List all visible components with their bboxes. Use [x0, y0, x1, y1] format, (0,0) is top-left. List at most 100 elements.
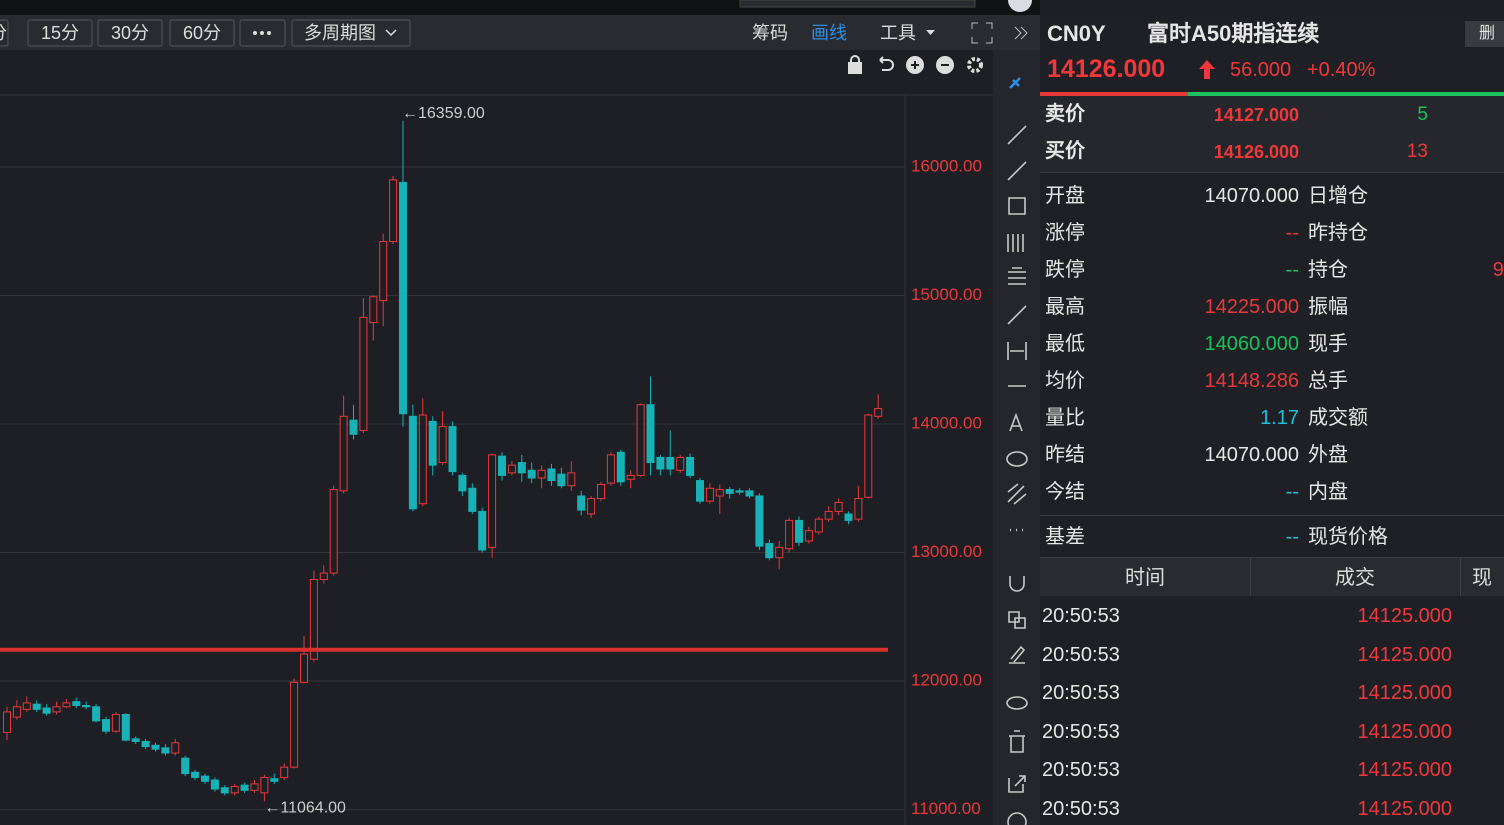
- candle-body: [102, 719, 110, 732]
- measure-tool[interactable]: [1007, 342, 1027, 360]
- trade-price: 14125.000: [1357, 759, 1452, 782]
- separator: [1040, 172, 1504, 173]
- candle-body: [468, 487, 477, 512]
- period-label: 30分: [111, 23, 149, 43]
- search-box[interactable]: [739, 0, 976, 8]
- col-sep: [1460, 558, 1461, 596]
- stat-value: --: [1285, 222, 1299, 244]
- chart-controls: [848, 55, 983, 74]
- layer-tool[interactable]: [1008, 611, 1026, 629]
- fullscreen-icon[interactable]: [971, 22, 993, 44]
- rect-tool[interactable]: [1008, 197, 1026, 215]
- ellipse-tool[interactable]: [1006, 451, 1028, 467]
- pattern-tool[interactable]: [1007, 483, 1027, 505]
- candle-body: [121, 713, 130, 741]
- candle-body: [874, 408, 883, 417]
- candle-body: [3, 711, 11, 733]
- candle-body: [814, 518, 823, 533]
- line-tool[interactable]: [1007, 125, 1027, 145]
- stat-value: 14148.286: [1204, 370, 1299, 392]
- candle-body: [785, 519, 794, 550]
- draw-toolbar: [993, 50, 1040, 825]
- candle-body: [201, 775, 209, 782]
- delete-button[interactable]: 删: [1465, 21, 1504, 47]
- basis-label: 基差: [1045, 526, 1085, 548]
- ray-tool[interactable]: [1007, 305, 1027, 325]
- undo-icon[interactable]: [879, 56, 894, 71]
- candle-body: [309, 579, 318, 660]
- ask-label: 卖价: [1045, 103, 1085, 125]
- candle-body: [319, 572, 328, 581]
- stat-label2: 昨持仓: [1308, 222, 1368, 244]
- candle-body: [369, 296, 378, 323]
- candle-body: [834, 501, 843, 512]
- candle-body: [210, 779, 219, 790]
- y-tick-label: 15000.00: [911, 285, 982, 304]
- period-label: 15分: [41, 23, 79, 43]
- settings-icon[interactable]: [967, 57, 983, 73]
- trades-header-cell: 现: [1472, 567, 1492, 589]
- stat-label2: 持仓: [1308, 259, 1348, 281]
- candle-body: [349, 419, 358, 435]
- candle-body: [606, 454, 615, 484]
- candle-body: [795, 519, 803, 543]
- basis-value: --: [1285, 526, 1299, 548]
- stat-value2: 6: [1440, 371, 1504, 391]
- trash-tool[interactable]: [1009, 730, 1025, 753]
- stat-value2: 3: [1440, 445, 1504, 465]
- stat-value: 14070.000: [1204, 444, 1299, 466]
- segment-tool[interactable]: [1007, 161, 1027, 181]
- ask-volume: 5: [1417, 104, 1428, 125]
- avatar[interactable]: [1008, 0, 1032, 12]
- plot: 11000.00 12000.00 13000.00 14000.00 15000.00…: [0, 105, 982, 818]
- candle-body: [616, 451, 625, 483]
- candle-body: [191, 771, 200, 778]
- separator: [1040, 557, 1504, 558]
- toolbar-tab[interactable]: 工具: [880, 23, 916, 43]
- pin-tool[interactable]: [1009, 77, 1021, 89]
- candle-body: [141, 740, 150, 748]
- period-button[interactable]: [27, 19, 93, 47]
- candle-body: [389, 179, 398, 243]
- toolbar-tab[interactable]: 画线: [811, 23, 847, 43]
- bid-label: 买价: [1045, 140, 1085, 162]
- channel-tool[interactable]: [1007, 234, 1024, 252]
- text-tool[interactable]: [1009, 412, 1023, 432]
- edit-tool[interactable]: [1009, 645, 1026, 664]
- candle-body: [260, 776, 269, 794]
- period-button[interactable]: [97, 19, 163, 47]
- period-button[interactable]: [0, 19, 9, 47]
- candle-body: [498, 455, 506, 476]
- toolbar-tab[interactable]: 筹码: [752, 23, 788, 43]
- candle-body: [161, 747, 170, 754]
- candle-body: [111, 713, 120, 732]
- candle-body: [656, 456, 665, 470]
- candle-body: [686, 456, 695, 476]
- ask-price: 14127.000: [1213, 105, 1299, 125]
- help-tool[interactable]: [1007, 812, 1027, 825]
- eye-tool[interactable]: [1006, 696, 1028, 710]
- share-tool[interactable]: [1008, 775, 1026, 793]
- trade-price: 14125.000: [1357, 720, 1452, 743]
- stat-label: 昨结: [1045, 444, 1085, 466]
- candle-body: [339, 415, 348, 492]
- multi-period-button[interactable]: [291, 19, 411, 47]
- magnet-tool[interactable]: [1009, 576, 1025, 592]
- candle-body: [557, 473, 566, 487]
- stat-label2: 现手: [1308, 333, 1348, 355]
- candle-body: [626, 474, 635, 480]
- lock-icon[interactable]: [848, 62, 862, 74]
- stat-label: 跌停: [1045, 259, 1085, 281]
- period-button[interactable]: [169, 19, 235, 47]
- candle-body: [567, 472, 576, 487]
- candle-body: [458, 474, 467, 492]
- collapse-icon[interactable]: [1014, 26, 1028, 40]
- trade-time: 20:50:53: [1042, 605, 1120, 627]
- high-annotation: ←16359.00: [402, 105, 485, 122]
- candle-body: [280, 766, 289, 778]
- arrow-shape: [1199, 60, 1215, 79]
- y-tick-label: 16000.00: [911, 156, 982, 175]
- fib-tool[interactable]: [1008, 267, 1026, 285]
- candle-body: [854, 498, 863, 520]
